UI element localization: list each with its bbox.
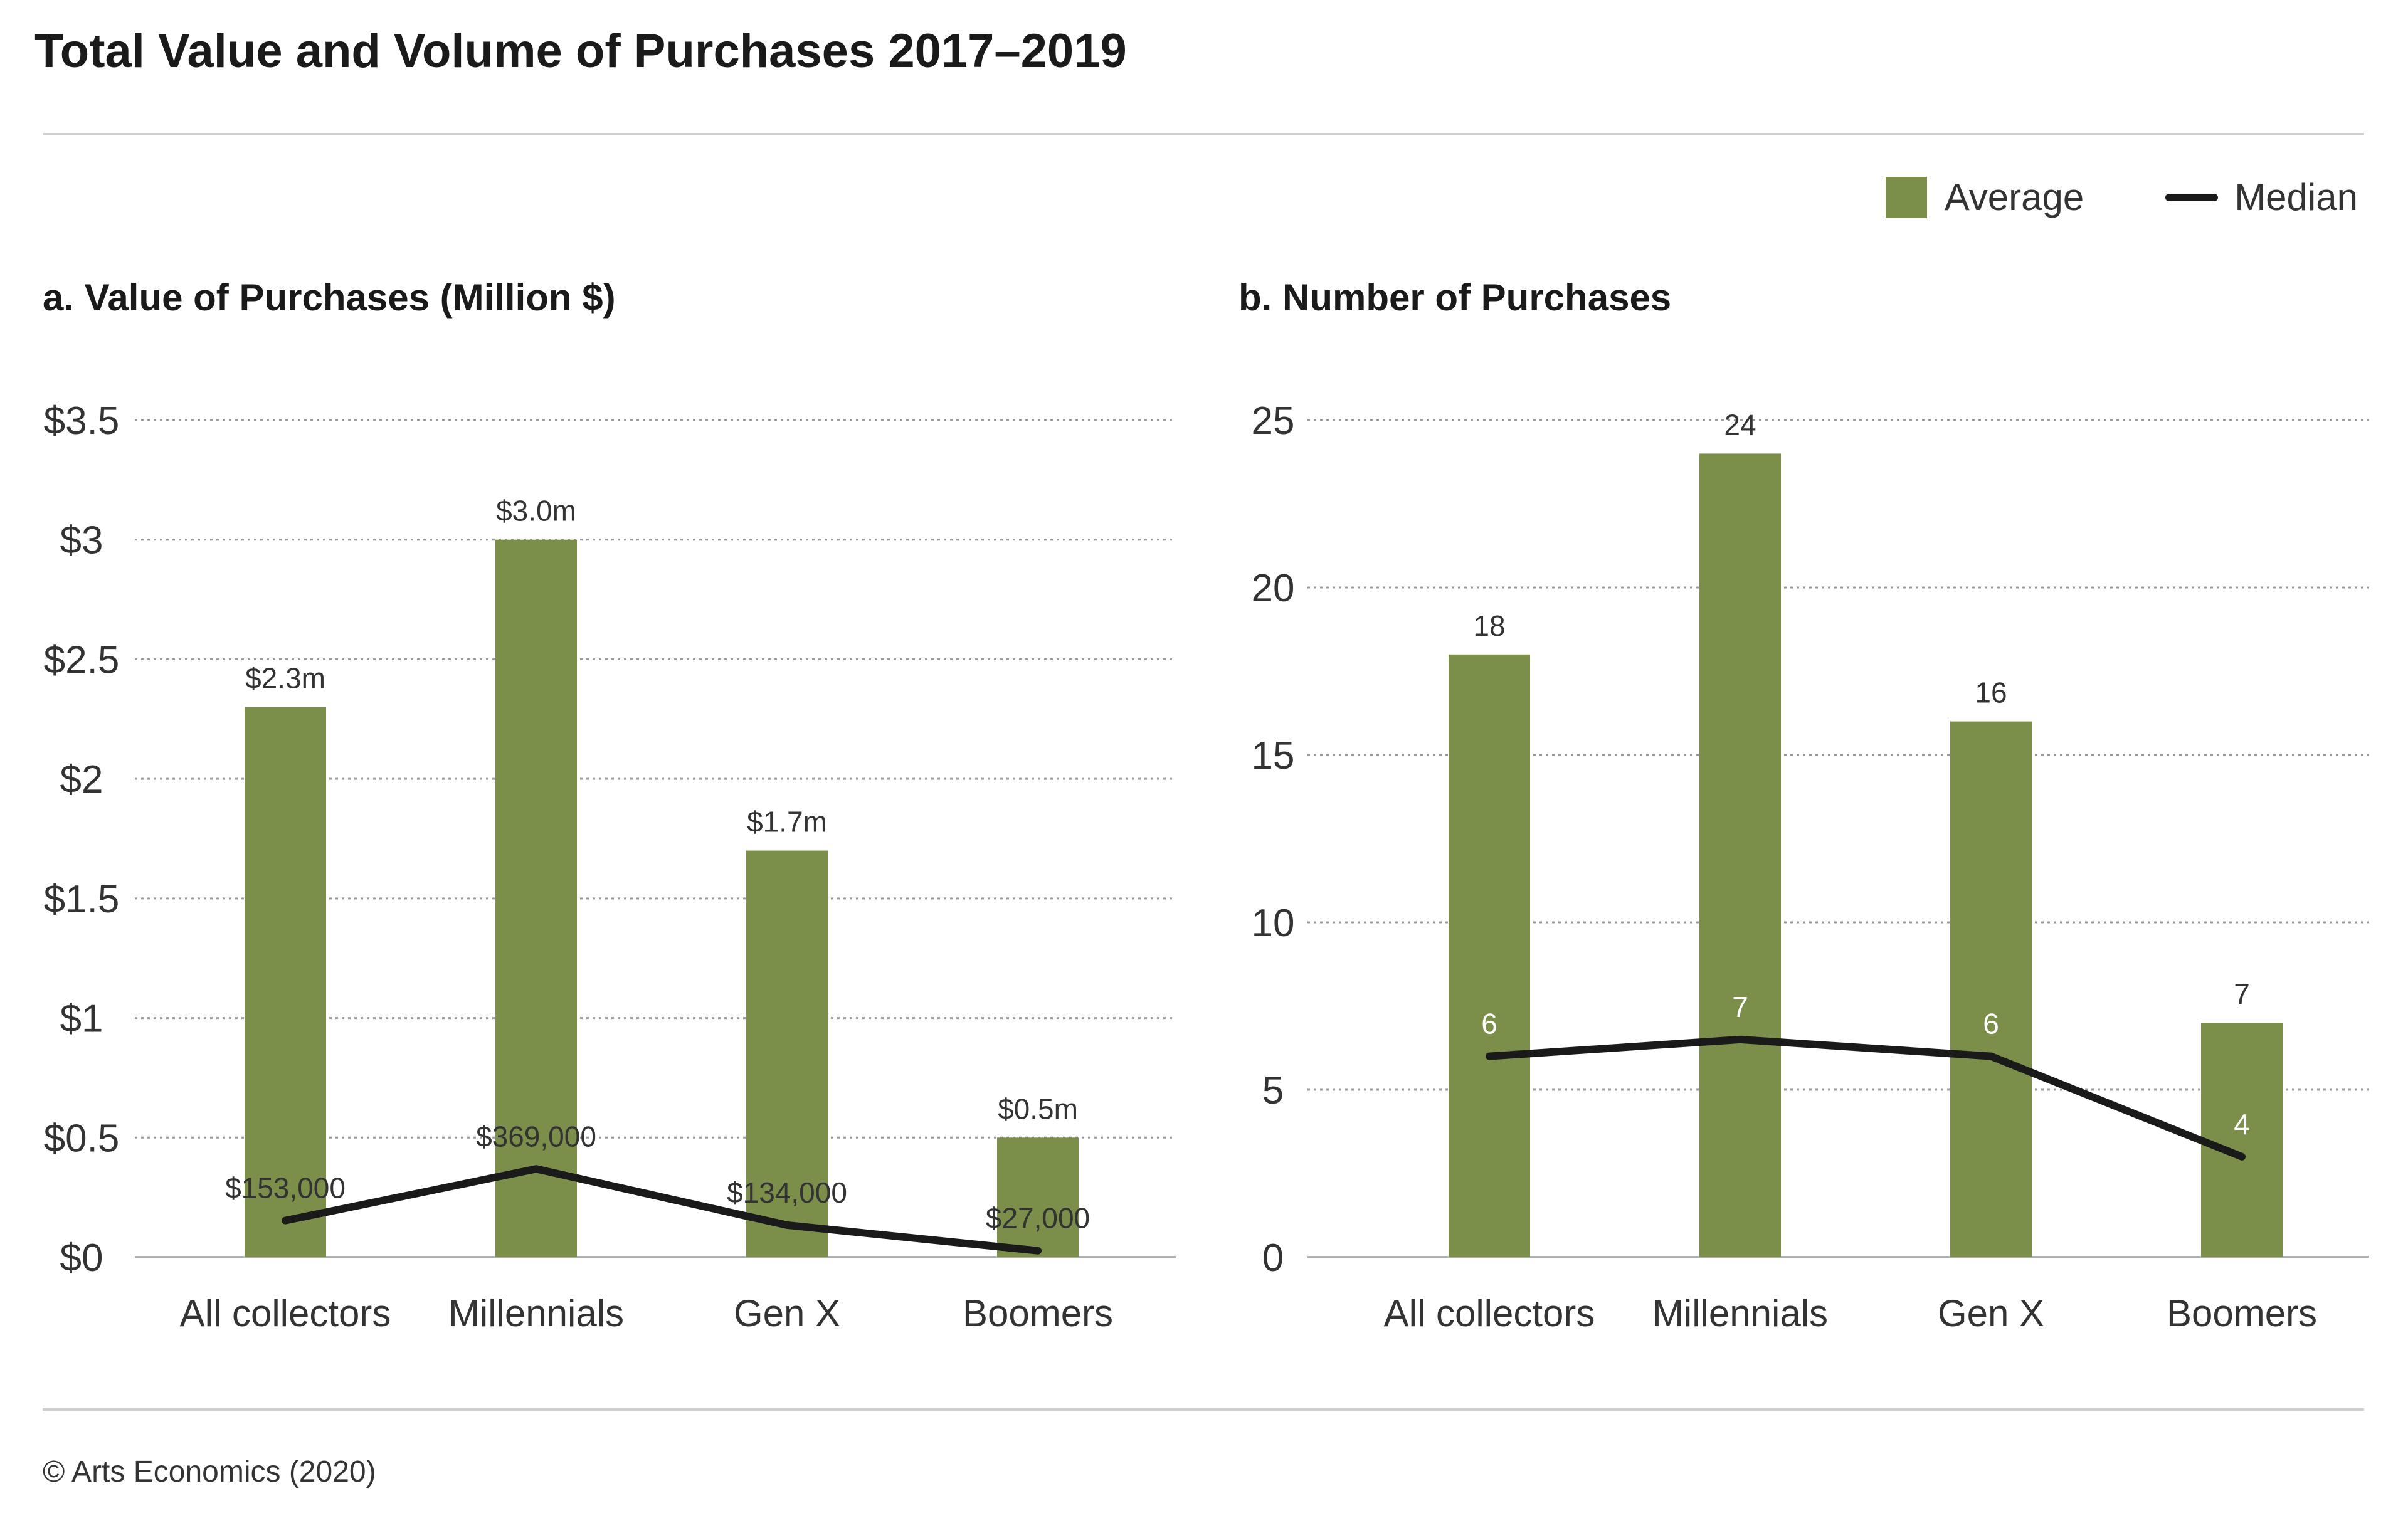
a-bar-0 (245, 707, 326, 1257)
b-median-label-1: 7 (1732, 991, 1748, 1023)
legend-label-median: Median (2234, 176, 2358, 218)
b-bar-label-3: 7 (2234, 978, 2250, 1010)
a-y-tick-label: $2 (60, 758, 103, 801)
legend-swatch-average (1885, 176, 1927, 218)
b-y-tick-label: 15 (1252, 734, 1295, 777)
b-median-line (1486, 1035, 2246, 1161)
a-median-point-3 (1037, 1250, 1038, 1252)
legend-item-median: Median (2165, 176, 2358, 219)
a-bar-label-1: $3.0m (496, 495, 576, 527)
chart-title: Total Value and Volume of Purchases 2017… (34, 24, 1127, 78)
b-y-tick-label: 20 (1252, 567, 1295, 610)
a-y-tick-label: $1.5 (44, 878, 120, 921)
a-median-point-1 (536, 1168, 537, 1170)
b-bar-label-0: 18 (1473, 609, 1505, 642)
b-bar-label-1: 24 (1724, 408, 1756, 441)
panel-b-plot: 0 5 10 15 20 25 18 24 16 7 6 7 6 4 All collectors Mille… (1252, 399, 2369, 1334)
legend-label-average: Average (1944, 176, 2084, 218)
a-y-tick-label: $3 (60, 519, 103, 562)
a-category-label-3: Boomers (963, 1292, 1113, 1334)
a-median-point-0 (285, 1220, 286, 1221)
b-bar-3 (2201, 1023, 2283, 1257)
panel-a-plot: $0 $0.5 $1 $1.5 $2 $2.5 $3 $3.5 $2.3m $3.0m $1.7m $… (44, 399, 1176, 1334)
b-y-tick-label: 5 (1262, 1069, 1284, 1112)
b-bar-2 (1950, 721, 2032, 1257)
a-bar-3 (997, 1137, 1079, 1257)
b-median-point-0 (1489, 1055, 1490, 1057)
a-bar-2 (746, 850, 828, 1257)
a-bar-label-2: $1.7m (747, 806, 827, 838)
panel-a-title: a. Value of Purchases (Million $) (43, 277, 616, 319)
b-category-label-0: All collectors (1384, 1292, 1595, 1334)
a-bar-label-0: $2.3m (245, 662, 325, 695)
b-y-tick-label: 25 (1252, 399, 1295, 443)
source-credit: © Arts Economics (2020) (43, 1455, 376, 1489)
b-median-point-1 (1740, 1038, 1741, 1040)
legend-item-average: Average (1885, 176, 2084, 219)
a-category-label-1: Millennials (448, 1292, 624, 1334)
b-median-point-2 (1990, 1055, 1992, 1057)
b-category-label-2: Gen X (1938, 1292, 2044, 1334)
b-median-label-2: 6 (1983, 1008, 1999, 1040)
a-category-label-0: All collectors (180, 1292, 391, 1334)
b-median-label-3: 4 (2234, 1108, 2250, 1141)
b-bar-label-2: 16 (1975, 677, 2007, 709)
b-y-tick-label: 10 (1252, 902, 1295, 945)
top-divider (43, 133, 2364, 135)
a-category-label-2: Gen X (734, 1292, 840, 1334)
a-median-label-1: $369,000 (476, 1120, 596, 1152)
a-median-line (282, 1165, 1042, 1255)
a-median-label-0: $153,000 (225, 1172, 346, 1204)
a-median-point-2 (786, 1224, 788, 1226)
a-y-tick-label: $1 (60, 998, 103, 1041)
bottom-divider (43, 1408, 2364, 1411)
a-y-tick-label: $0 (60, 1236, 103, 1280)
b-median-label-0: 6 (1481, 1008, 1497, 1040)
a-bar-label-3: $0.5m (998, 1092, 1078, 1125)
a-bar-1 (495, 539, 577, 1257)
panel-b-title: b. Number of Purchases (1238, 277, 1672, 319)
a-median-label-2: $134,000 (727, 1176, 847, 1209)
b-median-point-3 (2241, 1156, 2242, 1157)
a-median-label-3: $27,000 (986, 1202, 1090, 1235)
legend-swatch-median (2165, 193, 2219, 201)
b-bar-1 (1699, 453, 1781, 1257)
a-y-tick-label: $3.5 (44, 399, 120, 443)
b-y-tick-label: 0 (1262, 1236, 1284, 1280)
legend: Average Median (1804, 176, 2358, 219)
b-category-label-3: Boomers (2167, 1292, 2317, 1334)
a-y-tick-label: $2.5 (44, 638, 120, 682)
b-category-label-1: Millennials (1652, 1292, 1828, 1334)
b-bar-0 (1449, 654, 1530, 1257)
a-y-tick-label: $0.5 (44, 1117, 120, 1160)
